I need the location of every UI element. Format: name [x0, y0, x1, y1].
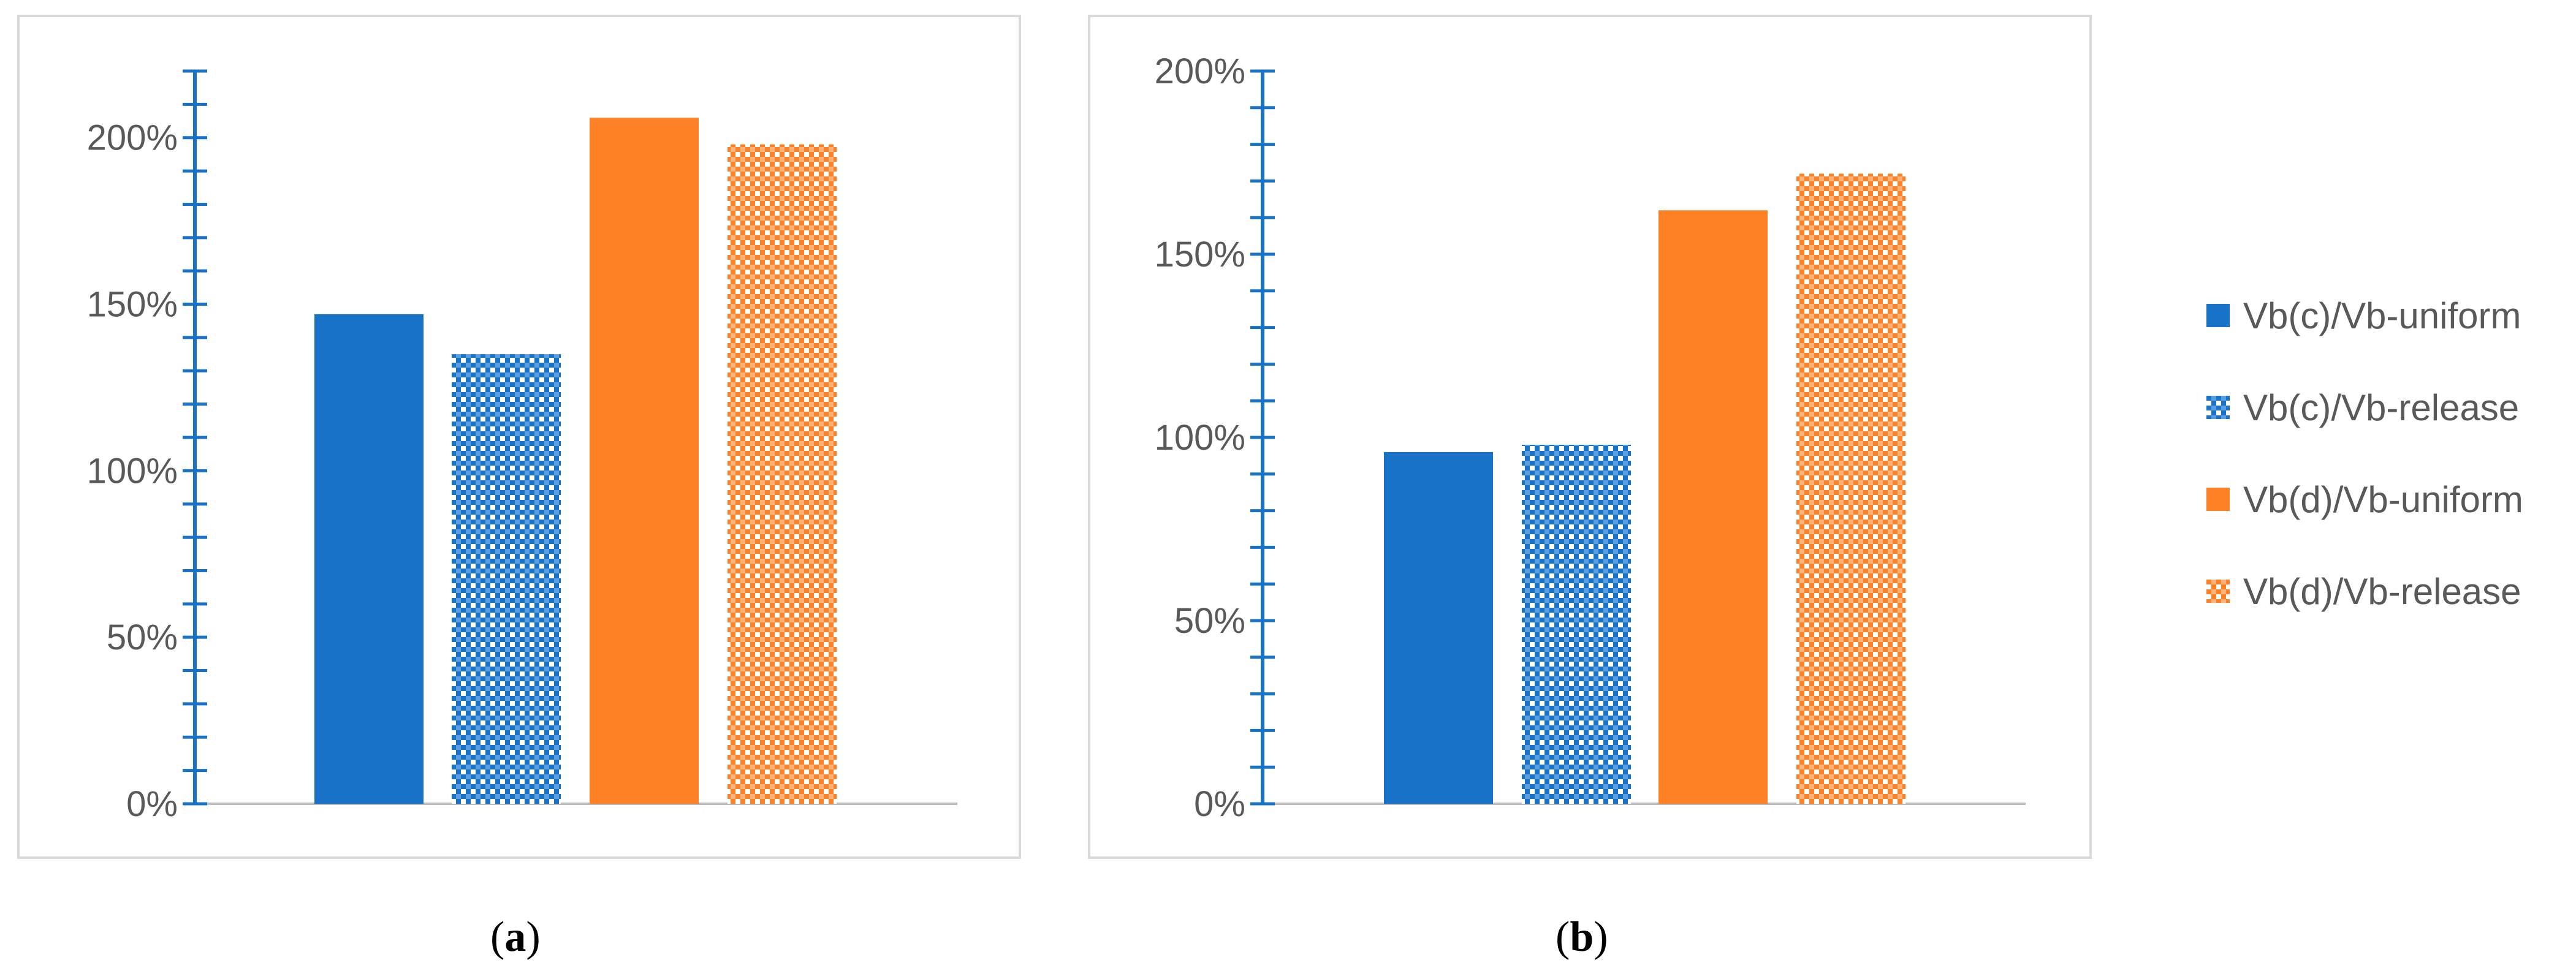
legend-item-vbd-release: Vb(d)/Vb-release	[2206, 545, 2523, 637]
legend-label: Vb(c)/Vb-release	[2243, 387, 2520, 428]
bar-vb-c-vb-release	[1522, 444, 1631, 804]
bar-vb-c-vb-release	[452, 354, 561, 804]
bar-vb-c-vb-uniform	[1384, 452, 1493, 804]
y-tick-label: 150%	[87, 285, 178, 325]
legend-label: Vb(d)/Vb-release	[2243, 570, 2521, 612]
chart-panel-a: 0% 50% 100% 150% 200%	[87, 69, 957, 824]
legend-swatch-checker-blue	[2206, 396, 2230, 419]
y-tick-label: 200%	[1155, 51, 1245, 91]
caption-b-letter: b	[1570, 913, 1594, 961]
bar-vb-d-vb-uniform	[590, 118, 699, 804]
bar-vb-d-vb-release	[1796, 173, 1905, 804]
legend: Vb(c)/Vb-uniform Vb(c)/Vb-release Vb(d)/…	[2206, 270, 2523, 637]
legend-item-vbc-release: Vb(c)/Vb-release	[2206, 361, 2523, 453]
chart-panel-b: 0% 50% 100% 150% 200%	[1155, 51, 2026, 824]
bar-vb-d-vb-uniform	[1658, 210, 1768, 804]
legend-item-vbd-uniform: Vb(d)/Vb-uniform	[2206, 453, 2523, 545]
y-tick-label: 200%	[87, 118, 178, 158]
legend-swatch-checker-orange	[2206, 580, 2230, 603]
y-tick-label: 100%	[1155, 418, 1245, 458]
y-tick-label: 50%	[1174, 601, 1245, 641]
legend-label: Vb(d)/Vb-uniform	[2243, 478, 2523, 520]
legend-item-vbc-uniform: Vb(c)/Vb-uniform	[2206, 270, 2523, 361]
bar-vb-c-vb-uniform	[314, 314, 424, 804]
legend-swatch-solid-blue	[2206, 304, 2230, 327]
legend-label: Vb(c)/Vb-uniform	[2243, 295, 2521, 336]
y-tick-label: 0%	[126, 784, 178, 824]
bar-vb-d-vb-release	[728, 144, 837, 804]
y-tick-label: 150%	[1155, 235, 1245, 274]
legend-swatch-solid-orange	[2206, 488, 2230, 511]
caption-b: (b)	[1556, 913, 1608, 961]
y-tick-label: 0%	[1194, 784, 1245, 824]
caption-a: (a)	[490, 913, 541, 961]
caption-a-letter: a	[504, 913, 526, 961]
y-tick-label: 50%	[107, 618, 178, 657]
y-tick-label: 100%	[87, 451, 178, 491]
